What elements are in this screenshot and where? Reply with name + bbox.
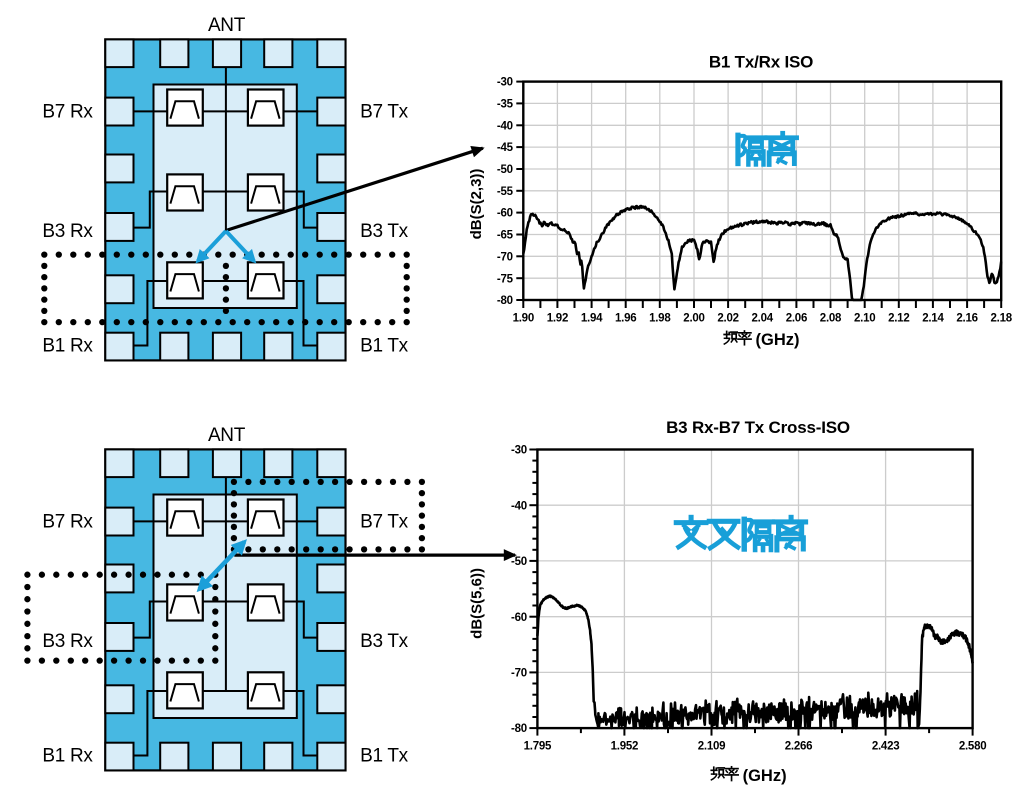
svg-text:B3 Rx: B3 Rx (42, 631, 93, 652)
svg-text:2.580: 2.580 (959, 741, 987, 753)
svg-text:-55: -55 (497, 186, 514, 198)
svg-text:-80: -80 (497, 295, 513, 307)
svg-text:-60: -60 (511, 612, 527, 624)
svg-text:-65: -65 (497, 230, 514, 242)
svg-text:2.18: 2.18 (991, 313, 1013, 325)
svg-text:-40: -40 (497, 120, 513, 132)
svg-text:2.266: 2.266 (785, 741, 813, 753)
svg-text:-45: -45 (497, 142, 514, 154)
svg-text:2.10: 2.10 (854, 313, 875, 325)
svg-text:B3 Tx: B3 Tx (360, 631, 409, 652)
svg-text:ANT: ANT (208, 15, 246, 36)
svg-text:2.109: 2.109 (698, 741, 726, 753)
svg-text:B7 Rx: B7 Rx (42, 101, 93, 122)
svg-text:-80: -80 (511, 723, 527, 735)
svg-text:1.952: 1.952 (611, 741, 639, 753)
svg-text:1.98: 1.98 (649, 313, 671, 325)
svg-text:-30: -30 (511, 445, 527, 457)
svg-text:1.90: 1.90 (513, 313, 534, 325)
svg-text:-70: -70 (497, 251, 513, 263)
svg-text:1.92: 1.92 (547, 313, 568, 325)
svg-text:-50: -50 (497, 164, 513, 176)
svg-text:B7 Tx: B7 Tx (360, 511, 409, 532)
svg-text:2.02: 2.02 (717, 313, 738, 325)
svg-text:-75: -75 (497, 273, 514, 285)
svg-text:1.94: 1.94 (581, 313, 603, 325)
svg-text:-60: -60 (497, 208, 513, 220)
svg-text:B1 Rx: B1 Rx (42, 336, 93, 357)
svg-text:2.16: 2.16 (956, 313, 977, 325)
svg-text:B3 Rx: B3 Rx (42, 221, 93, 242)
svg-text:2.08: 2.08 (820, 313, 842, 325)
svg-text:(GHz): (GHz) (756, 331, 800, 349)
svg-text:1.96: 1.96 (615, 313, 636, 325)
svg-text:B1 Tx: B1 Tx (360, 336, 409, 357)
svg-text:(GHz): (GHz) (743, 767, 787, 785)
svg-text:2.00: 2.00 (683, 313, 704, 325)
svg-text:-50: -50 (511, 556, 527, 568)
svg-text:B3 Tx: B3 Tx (360, 221, 409, 242)
svg-text:dB(S(2,3)): dB(S(2,3)) (468, 169, 485, 240)
svg-text:B1 Rx: B1 Rx (42, 746, 93, 767)
svg-text:2.423: 2.423 (872, 741, 900, 753)
svg-text:-35: -35 (497, 99, 514, 111)
svg-text:2.06: 2.06 (786, 313, 807, 325)
svg-text:B7 Rx: B7 Rx (42, 511, 93, 532)
svg-text:1.795: 1.795 (524, 741, 552, 753)
svg-text:ANT: ANT (208, 425, 246, 446)
svg-text:B1 Tx: B1 Tx (360, 746, 409, 767)
svg-text:B3 Rx-B7 Tx Cross-ISO: B3 Rx-B7 Tx Cross-ISO (666, 418, 850, 437)
svg-text:B1 Tx/Rx ISO: B1 Tx/Rx ISO (709, 53, 813, 72)
svg-text:dB(S(5,6)): dB(S(5,6)) (469, 568, 486, 639)
svg-text:-30: -30 (497, 77, 513, 89)
svg-text:-70: -70 (511, 668, 527, 680)
svg-text:-40: -40 (511, 500, 527, 512)
svg-text:2.14: 2.14 (922, 313, 944, 325)
svg-text:2.12: 2.12 (888, 313, 909, 325)
svg-text:2.04: 2.04 (752, 313, 774, 325)
svg-text:B7 Tx: B7 Tx (360, 101, 409, 122)
